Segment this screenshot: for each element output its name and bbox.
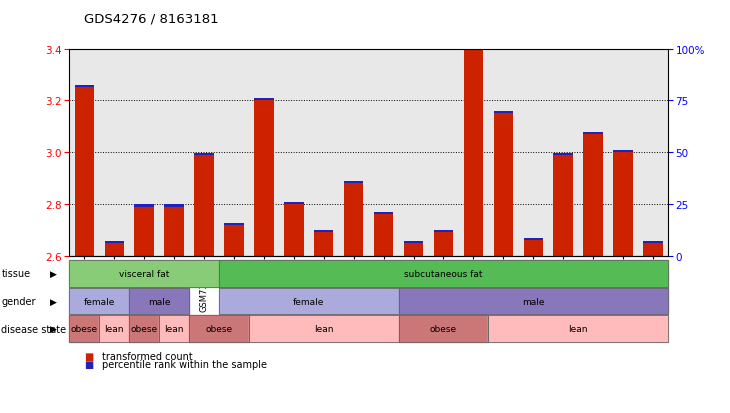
Bar <box>284 204 304 256</box>
Bar <box>104 243 124 256</box>
Bar <box>464 47 483 50</box>
Bar <box>134 207 154 256</box>
Bar <box>404 243 423 256</box>
Bar <box>493 114 513 256</box>
Bar <box>374 215 393 256</box>
Text: percentile rank within the sample: percentile rank within the sample <box>102 359 267 369</box>
Text: ▶: ▶ <box>50 297 56 306</box>
Bar <box>254 99 274 101</box>
Text: lean: lean <box>314 325 334 333</box>
Bar <box>404 241 423 243</box>
Text: male: male <box>148 297 170 306</box>
Bar <box>613 151 633 153</box>
Bar <box>583 133 603 135</box>
Text: gender: gender <box>1 296 36 306</box>
Text: subcutaneous fat: subcutaneous fat <box>404 269 483 278</box>
Text: visceral fat: visceral fat <box>119 269 169 278</box>
Bar <box>493 112 513 114</box>
Bar <box>643 243 663 256</box>
Text: GDS4276 / 8163181: GDS4276 / 8163181 <box>84 12 218 25</box>
Bar <box>194 155 214 256</box>
Text: female: female <box>293 297 324 306</box>
Text: female: female <box>84 297 115 306</box>
Bar <box>254 101 274 256</box>
Text: obese: obese <box>131 325 158 333</box>
Text: ▶: ▶ <box>50 269 56 278</box>
Bar <box>134 205 154 207</box>
Text: obese: obese <box>205 325 233 333</box>
Bar <box>344 184 364 256</box>
Bar <box>583 135 603 256</box>
Text: ■: ■ <box>84 359 93 369</box>
Bar <box>224 225 244 256</box>
Bar <box>284 202 304 204</box>
Bar <box>314 231 334 233</box>
Text: obese: obese <box>430 325 457 333</box>
Bar <box>344 182 364 184</box>
Bar <box>164 205 184 207</box>
Text: ▶: ▶ <box>50 325 56 333</box>
Text: lean: lean <box>164 325 184 333</box>
Bar <box>553 153 573 155</box>
Bar <box>74 88 94 256</box>
Bar <box>164 207 184 256</box>
Text: transformed count: transformed count <box>102 351 193 361</box>
Bar <box>194 153 214 155</box>
Text: lean: lean <box>569 325 588 333</box>
Text: ■: ■ <box>84 351 93 361</box>
Bar <box>434 233 453 256</box>
Text: male: male <box>522 297 545 306</box>
Bar <box>553 155 573 256</box>
Bar <box>464 50 483 256</box>
Bar <box>374 213 393 215</box>
Bar <box>643 241 663 243</box>
Text: obese: obese <box>71 325 98 333</box>
Bar <box>224 223 244 225</box>
Text: tissue: tissue <box>1 268 31 279</box>
Bar <box>314 233 334 256</box>
Bar <box>104 241 124 243</box>
Bar <box>523 240 543 256</box>
Text: disease state: disease state <box>1 324 66 334</box>
Bar <box>613 153 633 256</box>
Bar <box>523 238 543 240</box>
Bar <box>434 231 453 233</box>
Text: lean: lean <box>104 325 124 333</box>
Bar <box>74 86 94 88</box>
